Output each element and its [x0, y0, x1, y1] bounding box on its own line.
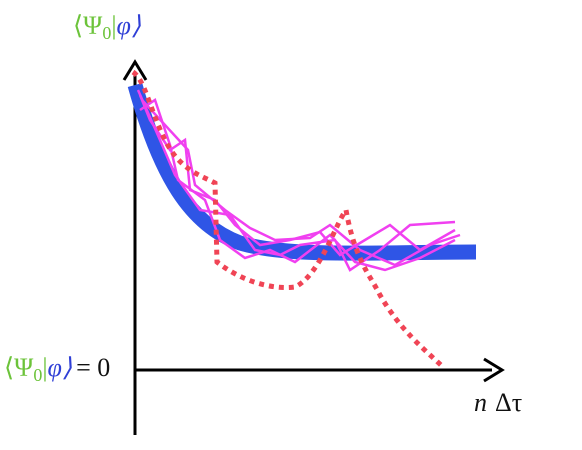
bar: |: [42, 353, 47, 382]
subscript: 0: [102, 23, 111, 43]
n: n: [474, 388, 487, 417]
bar: |: [111, 11, 116, 40]
ket: φ⟩: [48, 353, 73, 382]
subscript: 0: [33, 365, 42, 385]
bra: ⟨Ψ: [73, 11, 103, 40]
walker-curves: [136, 89, 461, 272]
bra: ⟨Ψ: [4, 353, 34, 382]
equals-zero: = 0: [76, 353, 110, 382]
dtau: Δτ: [495, 388, 522, 417]
ket: φ⟩: [117, 11, 142, 40]
origin-label: ⟨Ψ0|φ⟩ = 0: [4, 353, 110, 385]
x-axis-label: n Δτ: [474, 388, 522, 417]
x-arrow: [483, 357, 505, 383]
y-axis-label: ⟨Ψ0|φ⟩: [73, 11, 141, 43]
sampled-curve: [131, 69, 444, 368]
exact-curve: [127, 82, 477, 261]
y-arrow: [122, 59, 148, 81]
